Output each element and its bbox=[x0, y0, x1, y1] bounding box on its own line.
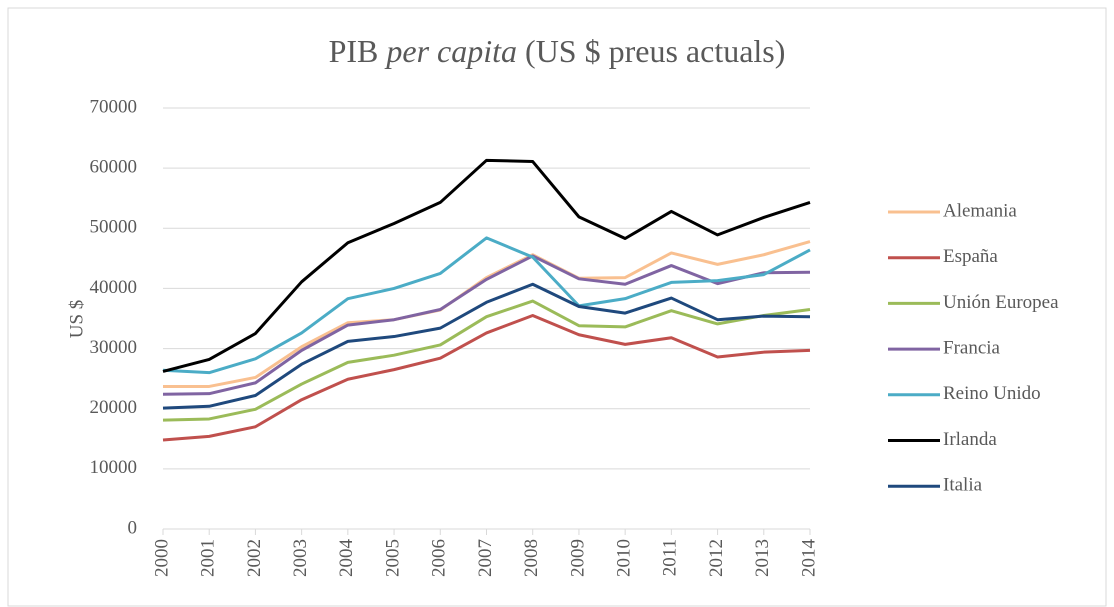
series-line bbox=[162, 158, 811, 373]
x-tick-label: 2013 bbox=[752, 539, 773, 577]
legend-label: España bbox=[943, 246, 998, 267]
x-tick-label: 2011 bbox=[660, 539, 681, 576]
chart-border bbox=[7, 7, 1107, 607]
x-tick-label: 2006 bbox=[429, 539, 450, 577]
legend-label: Alemania bbox=[943, 200, 1017, 221]
series-line bbox=[162, 254, 811, 396]
y-tick-label: 10000 bbox=[90, 457, 138, 478]
x-tick-label: 2010 bbox=[614, 539, 635, 577]
x-tick-label: 2008 bbox=[521, 539, 542, 577]
series-line bbox=[162, 313, 811, 442]
legend-label: Italia bbox=[943, 475, 983, 496]
y-tick-label: 40000 bbox=[90, 277, 138, 298]
x-tick-label: 2009 bbox=[567, 539, 588, 577]
chart-title: PIB per capita (US $ preus actuals) bbox=[329, 33, 786, 69]
title-part: per capita bbox=[384, 33, 517, 69]
legend-label: Francia bbox=[943, 337, 1001, 358]
legend-label: Reino Unido bbox=[943, 383, 1041, 404]
series-line bbox=[162, 236, 811, 375]
y-tick-label: 70000 bbox=[90, 96, 138, 117]
series-line bbox=[162, 282, 811, 410]
x-tick-label: 2002 bbox=[244, 539, 265, 577]
x-tick-label: 2007 bbox=[475, 539, 496, 577]
legend-label: Irlanda bbox=[943, 429, 997, 450]
x-tick-label: 2000 bbox=[151, 539, 172, 577]
title-part: (US $ preus actuals) bbox=[525, 33, 785, 69]
y-tick-label: 30000 bbox=[90, 337, 138, 358]
y-tick-label: 50000 bbox=[90, 217, 138, 238]
series-line bbox=[163, 240, 811, 388]
x-tick-label: 2003 bbox=[290, 539, 311, 577]
title-part: PIB bbox=[329, 33, 379, 69]
x-tick-label: 2004 bbox=[336, 539, 357, 578]
x-tick-label: 2014 bbox=[798, 539, 819, 578]
series-line bbox=[162, 299, 811, 422]
y-tick-label: 60000 bbox=[90, 157, 138, 178]
y-tick-label: 20000 bbox=[90, 397, 138, 418]
legend-label: Unión Europea bbox=[943, 292, 1059, 313]
x-tick-label: 2005 bbox=[382, 539, 403, 577]
x-tick-label: 2001 bbox=[198, 539, 219, 577]
y-tick-label: 0 bbox=[128, 517, 138, 538]
y-axis-label: US $ bbox=[66, 300, 87, 339]
x-tick-label: 2012 bbox=[706, 539, 727, 577]
